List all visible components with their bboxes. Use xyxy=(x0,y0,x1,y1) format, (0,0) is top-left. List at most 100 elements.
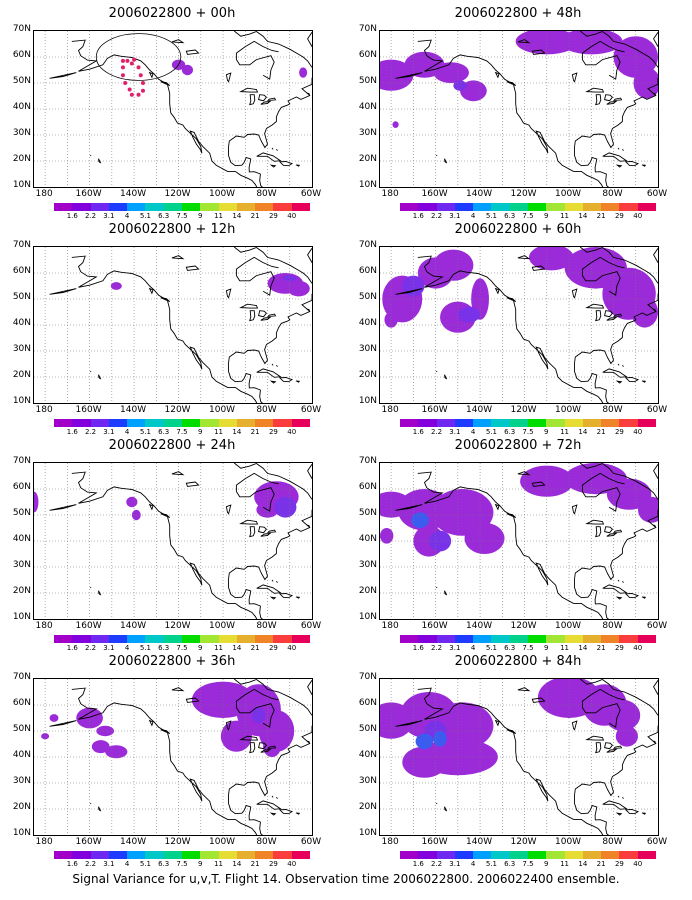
colorbar-swatch xyxy=(564,203,583,211)
lake-outline xyxy=(258,310,268,318)
colorbar-label: 14 xyxy=(232,428,242,436)
colorbar-swatch xyxy=(473,419,492,427)
colorbar-swatch xyxy=(218,851,237,859)
latitude-label: 40N xyxy=(358,102,377,112)
longitude-label: 80W xyxy=(256,837,277,847)
flight-track-point xyxy=(123,81,128,85)
flight-track-point xyxy=(136,65,141,70)
longitude-label: 160W xyxy=(75,189,102,199)
colorbar-label: 4 xyxy=(124,428,130,436)
lake-outline xyxy=(604,742,614,750)
colorbar-swatch xyxy=(418,203,437,211)
target-region-outline xyxy=(95,33,182,81)
latitude-label: 40N xyxy=(12,102,31,112)
lake-outline xyxy=(613,529,623,533)
colorbar-label: 11 xyxy=(214,428,224,436)
colorbar-label: 11 xyxy=(560,212,570,220)
lake-outline xyxy=(517,39,531,44)
colorbar-label: 3.1 xyxy=(449,860,461,868)
hudson-bay-coastline xyxy=(581,40,625,80)
longitude-label: 180 xyxy=(381,405,399,415)
latitude-label: 20N xyxy=(358,154,377,164)
variance-shading xyxy=(392,121,399,128)
colorbar-label: 21 xyxy=(596,212,606,220)
map-canvas xyxy=(380,463,658,619)
island-outline xyxy=(90,154,92,157)
arctic-coastline xyxy=(579,31,658,68)
colorbar-swatch xyxy=(145,419,164,427)
colorbar-label: 5.1 xyxy=(139,860,151,868)
lake-outline xyxy=(613,97,623,101)
colorbar-swatch xyxy=(291,419,310,427)
latitude-label: 10N xyxy=(358,828,377,838)
lake-outline xyxy=(606,532,618,537)
island-outline xyxy=(271,147,274,150)
island-outline xyxy=(602,152,628,162)
lake-outline xyxy=(249,94,256,106)
longitude-label: 140W xyxy=(466,189,493,199)
longitude-label: 120W xyxy=(510,405,537,415)
lake-outline xyxy=(613,745,623,749)
colorbar-swatch xyxy=(200,203,219,211)
colorbar-label: 2.2 xyxy=(84,860,97,868)
longitude-label: 80W xyxy=(602,621,623,631)
latitude-label: 50N xyxy=(12,724,31,734)
variance-shading xyxy=(606,478,652,510)
flight-track-point xyxy=(132,57,137,62)
colorbar-label: 5.1 xyxy=(485,644,497,652)
lake-outline xyxy=(239,519,259,525)
island-outline xyxy=(90,802,92,805)
island-outline xyxy=(653,92,657,95)
map-canvas xyxy=(380,679,658,835)
longitude-label: 180 xyxy=(381,189,399,199)
hudson-bay-coastline xyxy=(235,688,279,728)
island-outline xyxy=(641,596,647,599)
colorbar-swatch xyxy=(582,851,602,859)
island-outline xyxy=(276,797,278,799)
variance-shading xyxy=(633,67,658,99)
island-outline xyxy=(506,81,517,87)
colorbar-label: 6.3 xyxy=(504,644,516,652)
map-canvas xyxy=(34,679,312,835)
longitude-label: 120W xyxy=(164,621,191,631)
arctic-coastline xyxy=(233,463,312,500)
colorbar-label: 3.1 xyxy=(103,860,115,868)
colorbar-swatch xyxy=(564,419,583,427)
lake-outline xyxy=(606,316,618,321)
lake-outline xyxy=(531,265,546,271)
variance-shading xyxy=(380,528,394,544)
colorbar-swatch xyxy=(200,635,219,643)
lake-outline xyxy=(258,742,268,750)
colorbar-swatch xyxy=(255,635,274,643)
colorbar xyxy=(54,851,310,859)
colorbar-swatch xyxy=(436,419,455,427)
colorbar-swatch xyxy=(163,635,182,643)
colorbar-label: 40 xyxy=(633,644,643,652)
island-outline xyxy=(49,720,77,727)
colorbar-label: 29 xyxy=(614,644,624,652)
latitude-label: 10N xyxy=(12,180,31,190)
island-outline xyxy=(49,504,77,511)
map-panel xyxy=(33,678,313,836)
latitude-label: 10N xyxy=(12,828,31,838)
latitude-label: 30N xyxy=(12,344,31,354)
island-outline xyxy=(494,287,500,295)
colorbar-swatch xyxy=(163,851,182,859)
latitude-label: 30N xyxy=(358,560,377,570)
variance-shading xyxy=(283,275,297,282)
island-outline xyxy=(615,596,623,600)
longitude-label: 80W xyxy=(256,405,277,415)
latitude-label: 60N xyxy=(12,266,31,276)
colorbar-swatch xyxy=(582,203,602,211)
colorbar-label: 40 xyxy=(633,212,643,220)
colorbar-swatch xyxy=(637,203,656,211)
longitude-label: 60W xyxy=(300,189,322,199)
colorbar-swatch xyxy=(218,419,237,427)
map-canvas xyxy=(380,31,658,187)
greenland-coastline xyxy=(307,32,312,47)
island-outline xyxy=(444,374,448,380)
colorbar-swatch xyxy=(418,635,437,643)
colorbar-label: 21 xyxy=(250,212,260,220)
variance-shading xyxy=(529,247,574,271)
colorbar-label: 14 xyxy=(578,212,588,220)
